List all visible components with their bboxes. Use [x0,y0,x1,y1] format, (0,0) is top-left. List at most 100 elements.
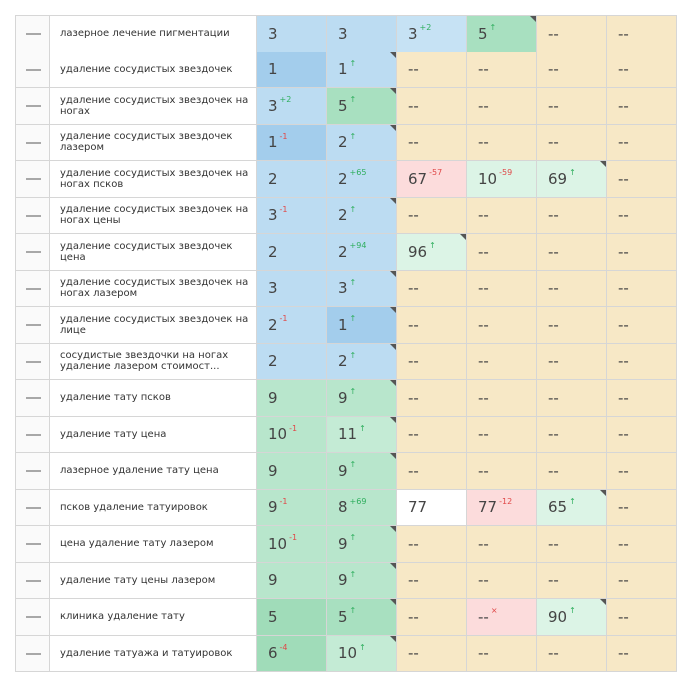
position-value: 5 [338,607,348,626]
position-value: -- [408,279,419,298]
position-change: ↑ [359,423,366,433]
position-cell: 10 -1 [257,526,327,563]
position-cell: -- [467,234,537,271]
position-cell: 3 +2 [257,88,327,125]
position-change: -4 [279,642,288,652]
position-value: -- [618,388,629,407]
position-cell: 77 [397,489,467,526]
position-change: +2 [419,23,432,33]
position-cell: -- [607,307,677,344]
position-value: -- [408,60,419,79]
corner-marker [390,124,396,131]
row-toggle [15,453,50,490]
keyword-cell: удаление сосудистых звездочек лазером [50,124,257,161]
position-value: 9 [338,461,348,480]
table-row: клиника удаление тату 5 5 ↑ -- -- × 90 ↑ -- [15,599,677,636]
position-value: -- [548,571,559,590]
position-cell: -- [607,453,677,490]
position-cell: 2 ↑ [327,124,397,161]
position-cell: 5 [257,599,327,636]
position-cell: -- [467,307,537,344]
position-value: -- [548,206,559,225]
position-value: -- [478,607,489,626]
keyword-cell: удаление тату цена [50,416,257,453]
position-value: -- [478,96,489,115]
position-change: ↑ [349,569,357,579]
corner-marker [460,234,466,240]
position-change: -1 [279,496,288,506]
position-value: -- [408,133,419,152]
keyword-cell: лазерное удаление тату цена [50,453,257,490]
position-cell: 10 -59 [467,161,537,198]
position-change: ↑ [349,204,357,214]
keyword-cell: удаление сосудистых звездочек [50,51,257,88]
position-value: -- [618,607,629,626]
position-cell: 9 [257,453,327,490]
position-value: -- [408,315,419,334]
table-row: удаление сосудистых звездочек цена 2 2 +94 9… [15,234,677,271]
position-change: -1 [279,204,288,214]
corner-marker [530,16,536,22]
position-value: -- [478,571,489,590]
position-value: -- [618,206,629,225]
position-value: 3 [338,279,348,298]
position-cell: 10 -1 [257,416,327,453]
position-value: 2 [338,242,348,261]
position-cell: 3 +2 [397,16,467,53]
keyword: сосудистые звездочки на ногах удаление л… [60,350,229,373]
position-cell: 9 ↑ [327,526,397,563]
corner-marker [390,197,396,204]
position-value: -- [408,534,419,553]
position-cell: 69 ↑ [537,161,607,198]
position-value: 3 [338,24,348,43]
position-cell: -- [537,270,607,307]
row-toggle [15,16,50,53]
position-cell: 3 -1 [257,197,327,234]
position-change: ↑ [349,533,357,543]
keyword-cell: удаление сосудистых звездочек на лице [50,307,257,344]
position-cell: 2 [257,343,327,380]
position-value: -- [548,644,559,663]
position-cell: -- [397,562,467,599]
position-cell: -- [537,453,607,490]
position-value: -- [548,60,559,79]
position-value: -- [548,425,559,444]
keyword: удаление сосудистых звездочек [60,63,233,75]
position-cell: -- [537,124,607,161]
position-value: -- [618,571,629,590]
position-cell: 1 -1 [257,124,327,161]
position-value: -- [478,388,489,407]
position-cell: -- [607,270,677,307]
keyword-cell: удаление тату псков [50,380,257,417]
keyword-cell: удаление сосудистых звездочек на ногах [50,88,257,125]
position-value: 5 [478,24,488,43]
table-row: сосудистые звездочки на ногах удаление л… [15,343,677,380]
position-cell: 3 [257,16,327,53]
table-row: удаление сосудистых звездочек на лице 2 -1… [15,307,677,344]
row-toggle [15,88,50,125]
position-cell: -- [467,270,537,307]
position-cell: -- [537,343,607,380]
position-cell: 9 ↑ [327,453,397,490]
position-value: 2 [338,133,348,152]
position-cell: 5 ↑ [467,16,537,53]
position-cell: 9 ↑ [327,562,397,599]
position-value: 2 [268,169,278,188]
position-cell: -- [607,124,677,161]
corner-marker [600,489,606,496]
position-value: -- [408,206,419,225]
position-change: ↑ [349,95,357,105]
position-value: -- [408,571,419,590]
keyword: удаление сосудистых звездочек на ногах п… [60,167,249,190]
position-cell: -- [537,416,607,453]
position-value: -- [478,352,489,371]
position-cell: -- [607,416,677,453]
table-row: удаление сосудистых звездочек 1 1 ↑ -- -- -- -- [15,51,677,88]
position-cell: 96 ↑ [397,234,467,271]
position-cell: -- [467,197,537,234]
position-value: -- [408,607,419,626]
position-value: 2 [268,242,278,261]
position-value: 3 [268,96,278,115]
position-change: ↑ [349,606,357,616]
position-cell: 9 [257,380,327,417]
